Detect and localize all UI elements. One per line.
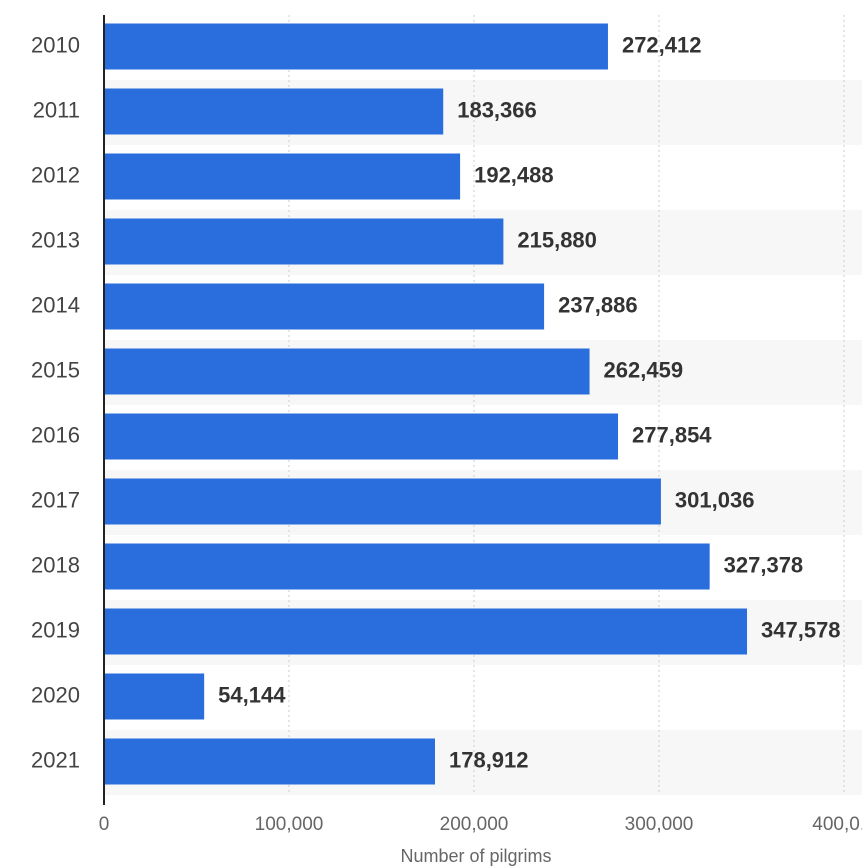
- value-label: 327,378: [724, 552, 804, 577]
- y-tick-label: 2018: [31, 552, 80, 577]
- y-tick-label: 2017: [31, 487, 80, 512]
- bar: [104, 23, 608, 70]
- x-tick-label: 100,000: [255, 814, 324, 835]
- y-tick-label: 2013: [31, 227, 80, 252]
- bar: [104, 738, 435, 785]
- value-label: 54,144: [218, 682, 286, 707]
- value-label: 347,578: [761, 617, 841, 642]
- y-tick-label: 2020: [31, 682, 80, 707]
- bar: [104, 608, 748, 655]
- y-tick-label: 2016: [31, 422, 80, 447]
- y-tick-label: 2011: [33, 97, 80, 122]
- value-label: 178,912: [449, 747, 529, 772]
- x-axis-title: Number of pilgrims: [400, 846, 551, 866]
- y-tick-label: 2010: [31, 32, 80, 57]
- bar: [104, 348, 590, 395]
- bar: [104, 413, 619, 460]
- value-label: 183,366: [457, 97, 537, 122]
- y-tick-label: 2012: [31, 162, 80, 187]
- value-label: 237,886: [558, 292, 638, 317]
- value-label: 215,880: [517, 227, 597, 252]
- y-tick-label: 2015: [31, 357, 80, 382]
- value-label: 277,854: [632, 422, 712, 447]
- x-tick-label: 400,0...: [812, 814, 862, 835]
- value-label: 262,459: [604, 357, 684, 382]
- value-label: 192,488: [474, 162, 554, 187]
- bar: [104, 543, 710, 590]
- x-tick-label: 300,000: [625, 814, 694, 835]
- bar: [104, 283, 545, 330]
- y-tick-label: 2014: [31, 292, 80, 317]
- bar: [104, 153, 461, 200]
- value-label: 272,412: [622, 32, 702, 57]
- x-tick-label: 0: [99, 814, 110, 835]
- bar: [104, 673, 205, 720]
- bar: [104, 88, 444, 135]
- bar: [104, 218, 504, 265]
- y-tick-label: 2021: [31, 747, 80, 772]
- value-label: 301,036: [675, 487, 755, 512]
- x-tick-label: 200,000: [440, 814, 509, 835]
- y-tick-label: 2019: [31, 617, 80, 642]
- bar: [104, 478, 661, 525]
